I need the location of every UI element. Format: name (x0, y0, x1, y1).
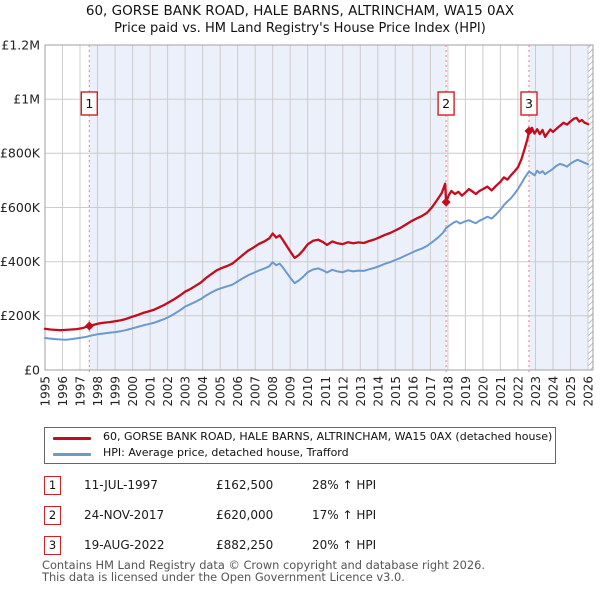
svg-text:2002: 2002 (161, 376, 175, 407)
svg-text:2026: 2026 (582, 376, 596, 407)
svg-text:£1M: £1M (13, 92, 40, 107)
svg-text:2007: 2007 (249, 376, 263, 407)
svg-text:2009: 2009 (284, 376, 298, 407)
svg-text:2: 2 (442, 96, 450, 111)
legend-hpi-label: HPI: Average price, detached house, Traf… (103, 446, 349, 459)
svg-text:£1.2M: £1.2M (1, 37, 40, 52)
svg-text:£600K: £600K (0, 200, 41, 215)
svg-text:£400K: £400K (0, 254, 41, 269)
transaction-3-date: 19-AUG-2022 (84, 538, 165, 552)
plot-border (44, 44, 594, 371)
legend-row-property: 60, GORSE BANK ROAD, HALE BARNS, ALTRINC… (45, 430, 555, 446)
sale-diamond-3 (524, 126, 534, 136)
transaction-1-hpi-delta: 28% ↑ HPI (312, 478, 377, 492)
svg-text:£800K: £800K (0, 146, 41, 161)
x-axis-labels: 1995 1996 1997 1998 1999 2000 2001 2002 2003 2004… (39, 376, 596, 407)
svg-text:2003: 2003 (179, 376, 193, 407)
svg-text:2015: 2015 (389, 376, 403, 407)
svg-text:1996: 1996 (56, 376, 70, 407)
footer-line-1: Contains HM Land Registry data © Crown c… (42, 558, 486, 572)
svg-text:2005: 2005 (214, 376, 228, 407)
svg-text:2024: 2024 (547, 376, 561, 407)
y-axis-labels: £0 £200K £400K £600K £800K £1M £1.2M (0, 37, 41, 377)
svg-text:2011: 2011 (319, 376, 333, 407)
svg-text:1995: 1995 (39, 376, 53, 407)
svg-text:1998: 1998 (91, 376, 105, 407)
svg-text:2023: 2023 (529, 376, 543, 407)
license-footer: Contains HM Land Registry data © Crown c… (42, 558, 486, 584)
footer-line-2: This data is licensed under the Open Gov… (42, 569, 405, 584)
svg-text:2019: 2019 (459, 376, 473, 407)
svg-text:1999: 1999 (109, 376, 123, 407)
svg-text:2016: 2016 (406, 376, 420, 407)
property-line-swatch (53, 437, 91, 440)
transaction-1-price: £162,500 (216, 478, 274, 492)
transaction-1-date: 11-JUL-1997 (84, 478, 158, 492)
svg-text:2022: 2022 (511, 376, 525, 407)
transaction-row-3: 3 19-AUG-2022 £882,250 20% ↑ HPI (0, 536, 600, 556)
svg-text:1: 1 (85, 96, 93, 111)
svg-text:2013: 2013 (354, 376, 368, 407)
chart-legend: 60, GORSE BANK ROAD, HALE BARNS, ALTRINC… (44, 427, 556, 464)
sale-point-diamonds (84, 126, 534, 331)
legend-row-hpi: HPI: Average price, detached house, Traf… (45, 446, 555, 462)
price-lines (43, 116, 590, 341)
transaction-3-price: £882,250 (216, 538, 274, 552)
sale-number-boxes: 1 2 3 (80, 91, 538, 116)
svg-text:2018: 2018 (441, 376, 455, 407)
svg-text:£0: £0 (24, 362, 40, 377)
svg-text:2025: 2025 (564, 376, 578, 407)
sale-diamond-2 (441, 197, 451, 207)
transaction-3-hpi-delta: 20% ↑ HPI (312, 538, 377, 552)
svg-text:2006: 2006 (231, 376, 245, 407)
hpi-average-line (44, 158, 589, 341)
transaction-2-date: 24-NOV-2017 (84, 508, 165, 522)
svg-text:2014: 2014 (371, 376, 385, 407)
svg-text:2012: 2012 (336, 376, 350, 407)
page-subtitle: Price paid vs. HM Land Registry's House … (114, 21, 486, 36)
page-title: 60, GORSE BANK ROAD, HALE BARNS, ALTRINC… (85, 3, 515, 19)
svg-text:2008: 2008 (266, 376, 280, 407)
svg-text:2021: 2021 (494, 376, 508, 407)
transaction-1-badge: 1 (44, 476, 61, 495)
svg-text:£200K: £200K (0, 308, 41, 323)
transaction-2-badge: 2 (44, 506, 61, 525)
property-price-line (43, 116, 590, 332)
transaction-2-hpi-delta: 17% ↑ HPI (312, 508, 377, 522)
svg-text:2010: 2010 (301, 376, 315, 407)
svg-text:3: 3 (525, 96, 533, 111)
transaction-2-price: £620,000 (216, 508, 274, 522)
transaction-row-1: 1 11-JUL-1997 £162,500 28% ↑ HPI (0, 476, 600, 496)
svg-text:2001: 2001 (144, 376, 158, 407)
legend-property-label: 60, GORSE BANK ROAD, HALE BARNS, ALTRINC… (103, 430, 553, 443)
hpi-line-swatch (53, 453, 91, 456)
transaction-row-2: 2 24-NOV-2017 £620,000 17% ↑ HPI (0, 506, 600, 526)
sale-diamond-1 (84, 321, 94, 331)
svg-text:1997: 1997 (74, 376, 88, 407)
transaction-3-badge: 3 (44, 536, 61, 555)
svg-text:2020: 2020 (476, 376, 490, 407)
svg-text:2000: 2000 (126, 376, 140, 407)
svg-text:2017: 2017 (424, 376, 438, 407)
svg-text:2004: 2004 (196, 376, 210, 407)
